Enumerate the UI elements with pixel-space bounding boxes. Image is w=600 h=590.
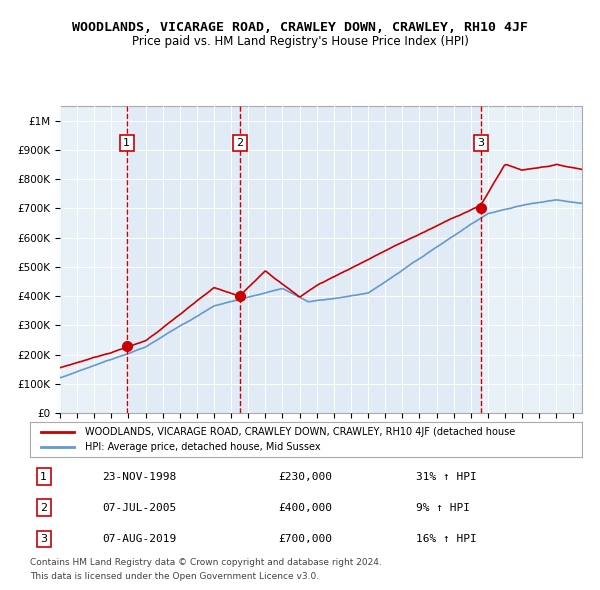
Text: 2: 2	[40, 503, 47, 513]
Text: £400,000: £400,000	[278, 503, 332, 513]
Text: 07-JUL-2005: 07-JUL-2005	[102, 503, 176, 513]
Text: WOODLANDS, VICARAGE ROAD, CRAWLEY DOWN, CRAWLEY, RH10 4JF (detached house: WOODLANDS, VICARAGE ROAD, CRAWLEY DOWN, …	[85, 427, 515, 437]
Text: 3: 3	[40, 534, 47, 544]
Text: WOODLANDS, VICARAGE ROAD, CRAWLEY DOWN, CRAWLEY, RH10 4JF: WOODLANDS, VICARAGE ROAD, CRAWLEY DOWN, …	[72, 21, 528, 34]
Text: £230,000: £230,000	[278, 471, 332, 481]
Bar	[127, 106, 240, 413]
Text: 31% ↑ HPI: 31% ↑ HPI	[416, 471, 477, 481]
Text: 1: 1	[40, 471, 47, 481]
Text: Price paid vs. HM Land Registry's House Price Index (HPI): Price paid vs. HM Land Registry's House …	[131, 35, 469, 48]
Bar	[240, 106, 481, 413]
Text: Contains HM Land Registry data © Crown copyright and database right 2024.: Contains HM Land Registry data © Crown c…	[30, 558, 382, 566]
Text: 1: 1	[123, 138, 130, 148]
Text: 07-AUG-2019: 07-AUG-2019	[102, 534, 176, 544]
Text: 9% ↑ HPI: 9% ↑ HPI	[416, 503, 470, 513]
Text: £700,000: £700,000	[278, 534, 332, 544]
Text: 2: 2	[236, 138, 243, 148]
Text: 16% ↑ HPI: 16% ↑ HPI	[416, 534, 477, 544]
Text: 23-NOV-1998: 23-NOV-1998	[102, 471, 176, 481]
Text: 3: 3	[478, 138, 485, 148]
Text: HPI: Average price, detached house, Mid Sussex: HPI: Average price, detached house, Mid …	[85, 442, 321, 453]
Text: This data is licensed under the Open Government Licence v3.0.: This data is licensed under the Open Gov…	[30, 572, 319, 581]
